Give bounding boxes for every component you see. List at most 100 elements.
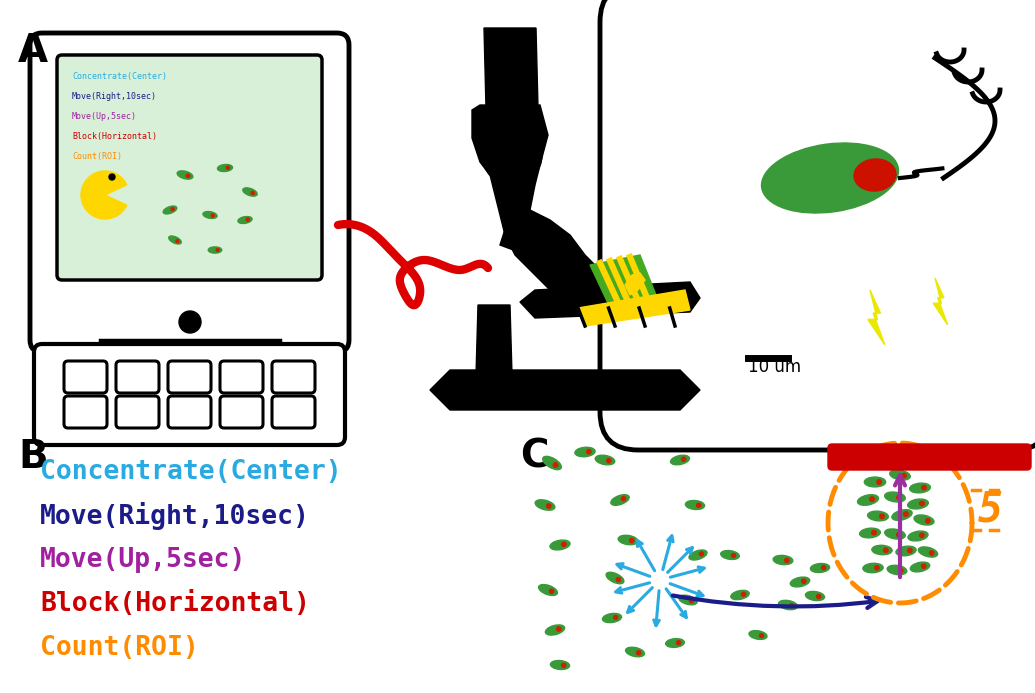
Ellipse shape — [749, 631, 767, 640]
FancyBboxPatch shape — [116, 396, 159, 428]
Ellipse shape — [890, 470, 910, 480]
Circle shape — [760, 633, 764, 638]
Text: Block(Horizontal): Block(Horizontal) — [40, 591, 309, 617]
Wedge shape — [81, 171, 126, 219]
Ellipse shape — [908, 499, 928, 509]
Text: C: C — [520, 438, 549, 476]
Circle shape — [925, 518, 930, 523]
Circle shape — [896, 532, 901, 537]
Circle shape — [562, 663, 566, 667]
Ellipse shape — [858, 495, 879, 505]
Ellipse shape — [611, 495, 629, 505]
FancyBboxPatch shape — [168, 361, 211, 393]
Ellipse shape — [217, 164, 233, 172]
Ellipse shape — [574, 447, 595, 457]
Polygon shape — [643, 205, 673, 282]
Text: 10 um: 10 um — [748, 358, 801, 376]
Ellipse shape — [551, 660, 569, 669]
Ellipse shape — [550, 540, 570, 550]
Circle shape — [822, 565, 826, 570]
Text: A: A — [18, 32, 48, 70]
Ellipse shape — [595, 455, 615, 465]
Circle shape — [908, 548, 912, 552]
Ellipse shape — [542, 457, 561, 470]
Circle shape — [785, 558, 789, 563]
Ellipse shape — [885, 492, 906, 502]
Circle shape — [621, 497, 625, 501]
Ellipse shape — [689, 550, 707, 560]
Ellipse shape — [602, 613, 622, 622]
Circle shape — [616, 577, 620, 581]
Ellipse shape — [762, 143, 898, 213]
Ellipse shape — [618, 535, 638, 545]
Circle shape — [700, 552, 704, 556]
Ellipse shape — [885, 529, 906, 539]
Ellipse shape — [169, 236, 181, 244]
Text: Move(Right,10sec): Move(Right,10sec) — [72, 92, 157, 101]
Circle shape — [186, 174, 189, 177]
Ellipse shape — [203, 211, 217, 218]
FancyBboxPatch shape — [828, 444, 1031, 470]
Text: Move(Up,5sec): Move(Up,5sec) — [40, 547, 246, 573]
Text: B: B — [18, 438, 48, 476]
Circle shape — [252, 191, 255, 195]
Text: Block(Horizontal): Block(Horizontal) — [72, 132, 157, 141]
Polygon shape — [430, 370, 700, 410]
Ellipse shape — [671, 455, 689, 465]
Circle shape — [801, 579, 806, 584]
Ellipse shape — [685, 500, 705, 509]
Circle shape — [898, 568, 903, 572]
Ellipse shape — [625, 647, 645, 657]
Ellipse shape — [860, 528, 881, 538]
Ellipse shape — [177, 171, 193, 179]
Circle shape — [877, 480, 882, 484]
Ellipse shape — [791, 577, 809, 587]
FancyBboxPatch shape — [168, 396, 211, 428]
Ellipse shape — [679, 595, 698, 605]
Circle shape — [732, 554, 736, 557]
Circle shape — [697, 503, 701, 507]
FancyBboxPatch shape — [600, 0, 1035, 450]
FancyBboxPatch shape — [272, 396, 315, 428]
Ellipse shape — [892, 509, 912, 520]
Polygon shape — [476, 305, 512, 375]
Circle shape — [677, 640, 681, 644]
Ellipse shape — [731, 590, 749, 599]
Ellipse shape — [773, 555, 793, 565]
Circle shape — [557, 627, 561, 631]
Circle shape — [216, 249, 219, 252]
Polygon shape — [484, 28, 538, 108]
Ellipse shape — [910, 483, 930, 493]
Circle shape — [790, 604, 794, 608]
Ellipse shape — [896, 546, 916, 556]
Ellipse shape — [208, 247, 221, 253]
Circle shape — [681, 457, 686, 462]
Circle shape — [922, 485, 926, 490]
Circle shape — [929, 551, 934, 555]
Ellipse shape — [911, 562, 929, 572]
Polygon shape — [868, 290, 885, 344]
Circle shape — [869, 497, 875, 502]
FancyBboxPatch shape — [272, 361, 315, 393]
Polygon shape — [625, 273, 645, 295]
Circle shape — [741, 593, 745, 596]
Circle shape — [171, 207, 174, 211]
Circle shape — [920, 501, 924, 506]
FancyBboxPatch shape — [64, 396, 107, 428]
Circle shape — [689, 599, 693, 603]
Circle shape — [871, 530, 877, 535]
Circle shape — [227, 166, 230, 169]
FancyBboxPatch shape — [220, 361, 263, 393]
Circle shape — [901, 473, 907, 478]
Polygon shape — [472, 105, 625, 318]
Ellipse shape — [871, 545, 892, 554]
Circle shape — [920, 533, 924, 538]
Circle shape — [554, 463, 558, 467]
Ellipse shape — [778, 600, 798, 610]
Ellipse shape — [863, 563, 883, 572]
Circle shape — [179, 311, 201, 333]
Text: Move(Up,5sec): Move(Up,5sec) — [72, 112, 137, 121]
Ellipse shape — [545, 625, 565, 635]
FancyBboxPatch shape — [116, 361, 159, 393]
Ellipse shape — [887, 565, 907, 574]
